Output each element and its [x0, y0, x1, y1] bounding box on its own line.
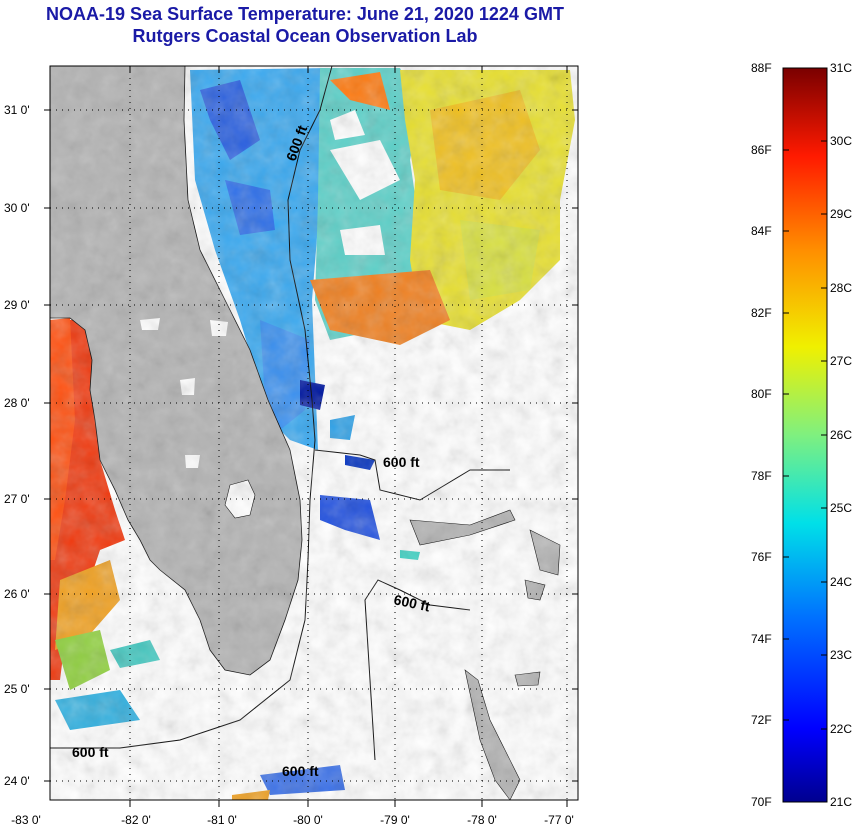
lon-tick-label: -82 0'	[121, 813, 151, 827]
lon-tick-label: -83 0'	[11, 813, 41, 827]
colorbar-f-label: 72F	[751, 713, 772, 727]
colorbar-f-label: 74F	[751, 632, 772, 646]
colorbar-f-label: 88F	[751, 61, 772, 75]
colorbar-f-label: 84F	[751, 224, 772, 238]
lat-tick-label: 26 0'	[4, 587, 30, 601]
colorbar-f-label: 78F	[751, 469, 772, 483]
map-title: NOAA-19 Sea Surface Temperature: June 21…	[46, 4, 564, 24]
colorbar-c-label: 27C	[830, 354, 852, 368]
lon-tick-label: -78 0'	[467, 813, 497, 827]
colorbar-c-label: 28C	[830, 281, 852, 295]
map-area: 600 ft 600 ft 600 ft 600 ft 600 ft	[50, 66, 578, 800]
colorbar-f-label: 76F	[751, 550, 772, 564]
contour-label: 600 ft	[72, 744, 109, 760]
map-texture	[50, 66, 578, 800]
colorbar-f-label: 82F	[751, 306, 772, 320]
colorbar-f-ticks	[783, 149, 789, 721]
colorbar: 88F 86F 84F 82F 80F 78F 76F 74F 72F 70F …	[751, 61, 852, 809]
colorbar-c-label: 22C	[830, 722, 852, 736]
map-subtitle: Rutgers Coastal Ocean Observation Lab	[132, 26, 478, 46]
lon-tick-label: -81 0'	[207, 813, 237, 827]
lat-tick-label: 24 0'	[4, 774, 30, 788]
colorbar-c-label: 24C	[830, 575, 852, 589]
lat-tick-label: 30 0'	[4, 201, 30, 215]
contour-label: 600 ft	[392, 591, 431, 614]
lat-tick-label: 27 0'	[4, 492, 30, 506]
colorbar-f-label: 80F	[751, 387, 772, 401]
lon-tick-label: -77 0'	[544, 813, 574, 827]
graticule	[50, 66, 578, 800]
colorbar-f-label: 70F	[751, 795, 772, 809]
colorbar-gradient	[782, 67, 828, 803]
map-frame	[49, 65, 579, 801]
colorbar-c-label: 29C	[830, 207, 852, 221]
colorbar-c-label: 25C	[830, 501, 852, 515]
axis-ticks	[44, 66, 578, 807]
lat-tick-label: 29 0'	[4, 298, 30, 312]
lat-tick-label: 25 0'	[4, 682, 30, 696]
contour-label: 600 ft	[282, 763, 319, 779]
lon-tick-label: -79 0'	[380, 813, 410, 827]
lat-tick-label: 28 0'	[4, 396, 30, 410]
colorbar-f-label: 86F	[751, 143, 772, 157]
colorbar-c-label: 23C	[830, 648, 852, 662]
colorbar-c-label: 21C	[830, 795, 852, 809]
colorbar-c-label: 30C	[830, 134, 852, 148]
colorbar-c-ticks	[821, 140, 827, 730]
colorbar-c-label: 26C	[830, 428, 852, 442]
contour-label: 600 ft	[383, 454, 420, 470]
colorbar-c-label: 31C	[830, 61, 852, 75]
lon-tick-label: -80 0'	[293, 813, 323, 827]
lat-tick-label: 31 0'	[4, 103, 30, 117]
